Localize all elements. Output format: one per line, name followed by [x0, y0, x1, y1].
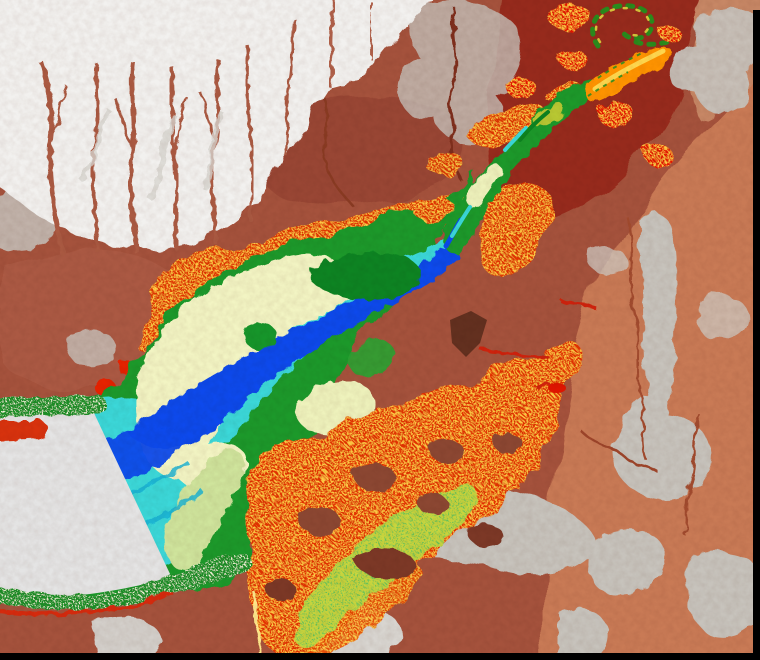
border-right — [753, 10, 760, 660]
border-bottom — [0, 653, 760, 660]
